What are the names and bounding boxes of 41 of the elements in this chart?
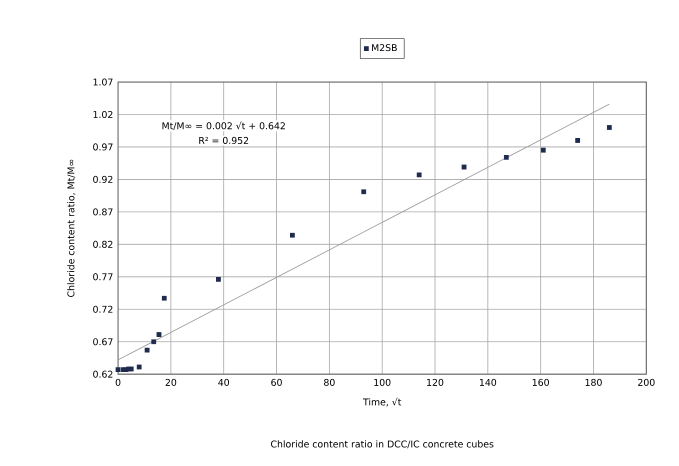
y-axis-title: Chloride content ratio, Mt/M∞ bbox=[67, 160, 76, 297]
x-tick-label: 60 bbox=[271, 378, 282, 386]
x-tick-label: 20 bbox=[166, 378, 176, 386]
point bbox=[136, 364, 142, 370]
y-tick-label: 0.72 bbox=[93, 306, 112, 313]
point bbox=[462, 164, 466, 170]
point bbox=[116, 367, 120, 372]
y-tick-label: 0.62 bbox=[93, 370, 112, 378]
x-tick-label: 100 bbox=[374, 378, 390, 386]
point bbox=[128, 366, 134, 372]
point bbox=[575, 138, 580, 143]
x-tick-label: 120 bbox=[427, 378, 444, 386]
point bbox=[416, 172, 422, 178]
y-tick-label: 0.77 bbox=[93, 273, 113, 280]
y-tick-label: 0.87 bbox=[93, 208, 113, 216]
y-tick-label: 1.07 bbox=[94, 78, 113, 86]
x-tick-label: 180 bbox=[586, 378, 602, 386]
point bbox=[361, 189, 366, 194]
legend-label: M2SB bbox=[372, 44, 397, 52]
point bbox=[290, 232, 295, 238]
x-tick-label: 200 bbox=[638, 378, 655, 386]
point bbox=[216, 276, 221, 282]
annotation: Mt/M∞ = 0.002 √t + 0.642 bbox=[162, 122, 285, 130]
y-tick-label: 1.02 bbox=[94, 110, 112, 118]
point bbox=[540, 148, 546, 152]
point bbox=[606, 124, 612, 130]
point bbox=[504, 154, 509, 160]
y-tick-label: 0.82 bbox=[93, 240, 112, 248]
text: Chloride content ratio in DCC/IC concrete cubes bbox=[271, 440, 494, 448]
x-axis-title: Time, √t bbox=[362, 398, 402, 406]
x-tick-label: 140 bbox=[480, 378, 496, 386]
x-tick-label: 160 bbox=[532, 378, 549, 386]
y-tick-label: 0.67 bbox=[93, 338, 113, 346]
x-tick-label: 80 bbox=[324, 378, 335, 386]
x-tick-label: 40 bbox=[218, 378, 230, 386]
point bbox=[144, 348, 150, 352]
y-tick-label: 0.97 bbox=[93, 143, 113, 150]
x-tick-label: 0 bbox=[116, 378, 120, 386]
point bbox=[156, 332, 162, 337]
annotation: R² = 0.952 bbox=[199, 136, 248, 144]
y-tick-label: 0.92 bbox=[93, 176, 112, 183]
